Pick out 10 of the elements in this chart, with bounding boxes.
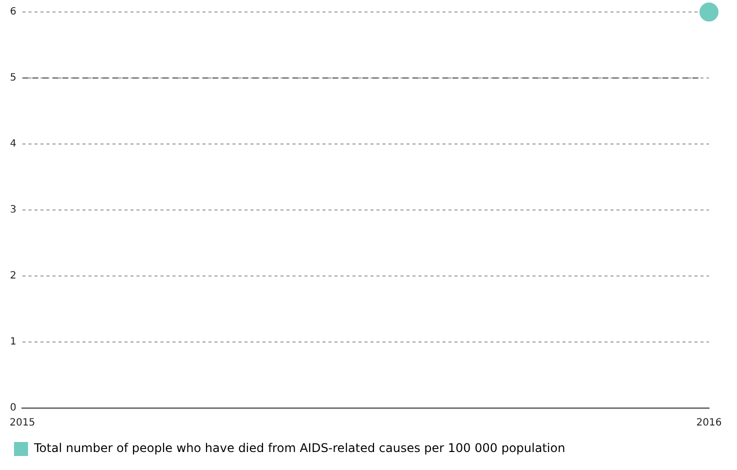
legend-label: Total number of people who have died from AIDS-related causes per 100 000 population — [33, 441, 566, 456]
y-tick-label: 1 — [10, 336, 16, 348]
y-tick-label: 6 — [10, 6, 16, 18]
x-tick-label: 2016 — [696, 418, 722, 429]
y-tick-label: 4 — [10, 138, 16, 150]
y-tick-label: 3 — [10, 204, 16, 216]
y-tick-label: 5 — [10, 72, 16, 84]
y-tick-label: 2 — [10, 270, 16, 282]
x-tick-label: 2015 — [10, 418, 36, 429]
y-tick-label: 0 — [10, 402, 16, 414]
